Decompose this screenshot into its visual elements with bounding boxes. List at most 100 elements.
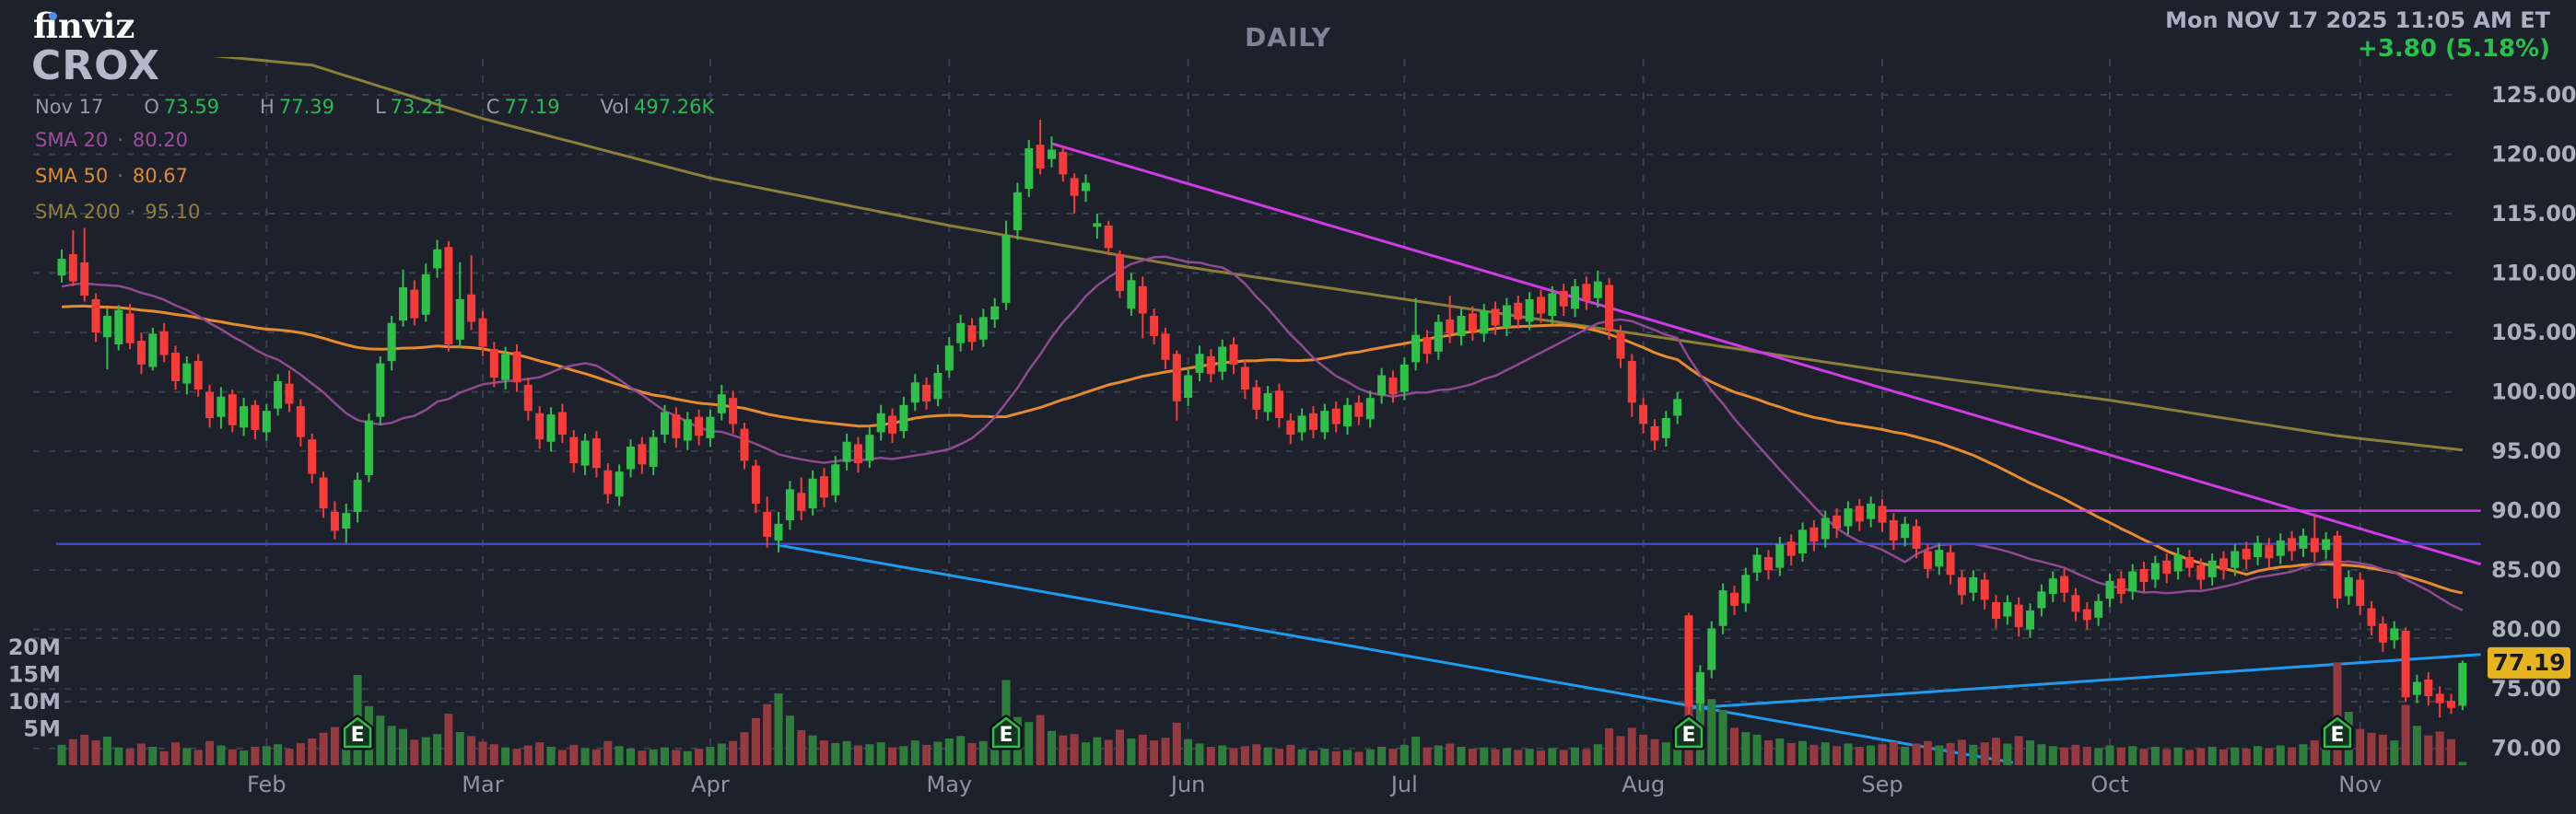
volume-bar — [672, 750, 681, 765]
volume-bar — [2128, 746, 2137, 765]
candle-body — [1855, 506, 1864, 522]
candle-body — [546, 414, 556, 442]
candle-body — [1912, 526, 1921, 549]
candle-body — [2048, 578, 2057, 594]
volume-bar — [1786, 742, 1796, 765]
finviz-logo[interactable]: finviz — [33, 6, 135, 46]
candle-body — [1480, 310, 1489, 334]
volume-bar — [944, 738, 954, 765]
volume-bar — [1627, 727, 1636, 765]
volume-bar — [1048, 730, 1056, 765]
candle-body — [125, 313, 135, 343]
volume-bar — [535, 742, 544, 765]
candle-body — [615, 471, 624, 497]
volume-bar — [1571, 747, 1579, 765]
candle-body — [695, 416, 704, 436]
candle-body — [1775, 543, 1785, 568]
sma200-line — [212, 57, 2463, 452]
candle-body — [296, 406, 305, 437]
volume-bar — [1446, 743, 1455, 765]
candle-body — [808, 478, 817, 509]
volume-bar — [785, 715, 794, 765]
volume-bar — [1741, 732, 1751, 765]
volume-bar — [114, 747, 123, 765]
volume-bar — [1957, 739, 1966, 765]
candle-body — [1423, 337, 1432, 355]
candle-body — [865, 435, 874, 461]
volume-bar — [1514, 750, 1523, 765]
volume-bar — [1661, 742, 1670, 765]
candle-body — [1707, 628, 1716, 670]
candle-body — [1354, 402, 1364, 417]
volume-bar — [922, 744, 931, 765]
candle-body — [193, 361, 203, 390]
candle-body — [1252, 387, 1261, 410]
candle-body — [433, 249, 442, 269]
volume-bar — [182, 748, 192, 765]
volume-bar — [2288, 747, 2297, 765]
timeframe-label: DAILY — [1244, 22, 1332, 52]
month-label: Sep — [1861, 772, 1903, 797]
volume-bar — [1206, 747, 1215, 765]
candle-body — [831, 464, 840, 495]
volume-bar — [2219, 749, 2228, 766]
candle-body — [1025, 148, 1034, 189]
volume-bar — [557, 750, 567, 765]
volume-bar — [1252, 744, 1261, 765]
open-value: 73.59 — [163, 96, 220, 118]
volume-bar — [1240, 746, 1249, 765]
earnings-badge[interactable]: E — [1672, 715, 1705, 750]
candle-body — [2412, 681, 2421, 695]
candle-body — [854, 444, 862, 463]
volume-bar — [251, 747, 260, 765]
volume-bar — [455, 732, 464, 765]
earnings-badge[interactable]: E — [2321, 715, 2354, 750]
candle-body — [1548, 293, 1557, 316]
volume-bar — [1650, 738, 1659, 765]
candle-body — [80, 262, 89, 296]
candle-body — [1116, 253, 1124, 291]
candle-body — [2026, 610, 2034, 630]
volume-bar — [148, 747, 158, 765]
volume-bar — [399, 728, 407, 765]
candle-body — [1980, 579, 1989, 600]
volume-bar — [2367, 732, 2376, 765]
candle-body — [91, 298, 100, 332]
volume-axis-label: 10M — [8, 689, 61, 715]
month-label: Aug — [1622, 772, 1665, 797]
volume-bar — [228, 749, 237, 766]
candle-body — [1627, 361, 1636, 403]
candle-body — [774, 523, 783, 541]
volume-bar — [1559, 750, 1568, 765]
candle-body — [1923, 551, 1932, 569]
volume-bar — [1525, 749, 1534, 765]
candle-body — [1878, 506, 1887, 523]
volume-bar — [1718, 710, 1727, 765]
candle-body — [1798, 529, 1807, 554]
earnings-badge[interactable]: E — [989, 715, 1023, 750]
month-label: Jul — [1389, 772, 1418, 797]
volume-bar — [1297, 749, 1306, 766]
volume-bar — [591, 749, 601, 766]
candle-body — [2139, 568, 2149, 583]
volume-bar — [2322, 745, 2331, 765]
earnings-badge-letter: E — [2330, 724, 2344, 747]
volume-bar — [285, 749, 294, 765]
candle-body — [330, 511, 339, 531]
candle-body — [319, 477, 328, 509]
volume-bar — [1844, 743, 1853, 765]
volume-bar — [1548, 748, 1557, 765]
high-value: 77.39 — [278, 96, 334, 118]
volume-bar — [159, 750, 169, 765]
candle-body — [1992, 602, 2000, 620]
earnings-badge[interactable]: E — [341, 715, 374, 750]
candle-body — [102, 316, 111, 338]
volume-bar — [1036, 715, 1045, 765]
trendline-resistance-from-may-high — [1051, 142, 2482, 566]
candle-body — [1525, 298, 1534, 322]
volume-bar — [1639, 734, 1648, 765]
candle-body — [978, 317, 988, 340]
volume-bar — [990, 738, 1000, 765]
volume-bar — [1309, 750, 1317, 765]
